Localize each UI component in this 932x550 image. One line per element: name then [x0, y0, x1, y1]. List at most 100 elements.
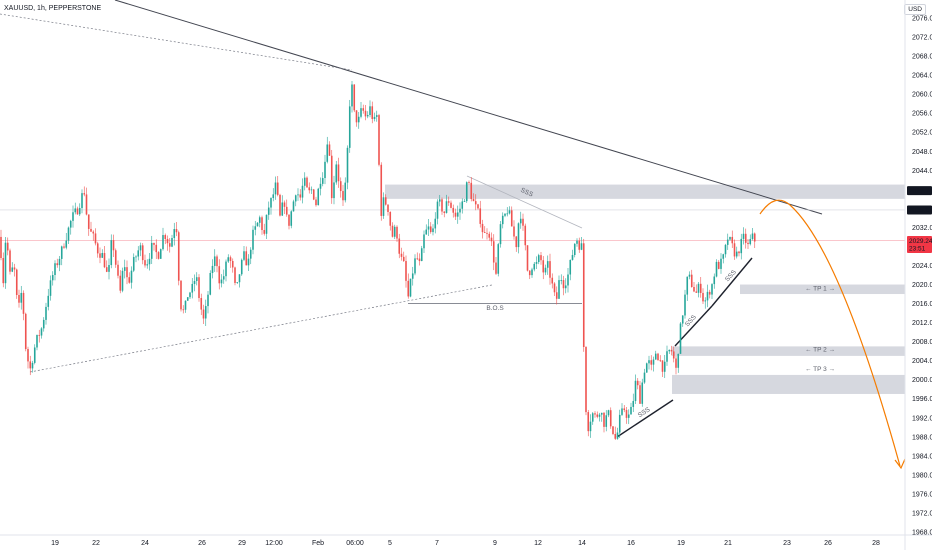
candle-down [470, 182, 473, 200]
candle-down [670, 349, 673, 352]
candle-up [146, 264, 149, 266]
candle-down [450, 202, 452, 208]
candle-up [713, 276, 716, 285]
x-tick-label: 7 [435, 540, 439, 547]
candle-up [351, 84, 353, 107]
projection-arrow [894, 458, 906, 470]
candle-down [693, 286, 695, 292]
candle-down [175, 229, 178, 233]
candle-down [339, 181, 342, 192]
candle-up [42, 319, 45, 329]
x-axis[interactable]: 19 22 24 26 29 12:00 Feb 06:00 5 7 9 12 14 16 19 21 23 26… [0, 534, 932, 547]
y-tick-label: 2000.00 [912, 377, 932, 384]
candle-down [594, 413, 596, 415]
zone-box [672, 346, 905, 356]
candle-down [353, 84, 356, 111]
candle-up [531, 269, 533, 276]
candle-up [297, 194, 299, 196]
candle-down [738, 251, 740, 254]
candle-up [108, 265, 110, 272]
sss-label-2: SSS [684, 313, 698, 328]
candle-down [717, 261, 720, 269]
candle-down [614, 433, 617, 439]
y-tick-label: 2076.00 [912, 16, 932, 23]
candle-down [141, 245, 144, 261]
candle-down [234, 267, 236, 283]
candle-up [621, 408, 623, 415]
candle-down [418, 258, 421, 262]
candle-down [639, 385, 641, 404]
candle-down [479, 208, 482, 224]
candle-down [702, 292, 704, 302]
candle-up [630, 406, 632, 415]
candle-up [81, 193, 83, 209]
candle-up [724, 244, 727, 255]
candle-up [591, 413, 594, 422]
y-tick-label: 1988.00 [912, 434, 932, 441]
candle-down [443, 211, 446, 213]
candle-up [425, 229, 428, 235]
candle-down [513, 226, 515, 237]
candle-down [18, 294, 20, 303]
candle-down [153, 242, 155, 245]
candle-up [456, 212, 459, 217]
candle-up [618, 414, 621, 433]
candle-down [416, 258, 419, 260]
candle-down [402, 256, 405, 262]
x-tick-label: Feb [312, 540, 324, 547]
candle-up [274, 182, 277, 195]
candle-up [438, 199, 441, 202]
candle-up [270, 198, 272, 208]
candle-up [501, 215, 504, 225]
candle-up [677, 353, 680, 368]
candle-up [445, 201, 448, 213]
candle-down [29, 361, 32, 369]
candle-up [335, 164, 338, 183]
y-axis[interactable]: 1968.00 1972.00 1976.00 1980.00 1984.00 1988.… [904, 0, 932, 550]
candle-up [571, 255, 574, 260]
candle-up [225, 261, 227, 277]
candle-down [22, 292, 25, 314]
candle-up [722, 254, 725, 259]
candle-down [481, 223, 484, 233]
candle-up [632, 400, 635, 407]
zone-box [672, 374, 905, 394]
candle-down [92, 231, 95, 234]
y-tick-label: 1972.00 [912, 510, 932, 517]
candle-down [27, 349, 29, 362]
candle-up [564, 285, 567, 289]
x-tick-label: 16 [627, 540, 635, 547]
candle-up [598, 414, 601, 417]
candle-up [252, 229, 254, 250]
x-tick-label: 19 [51, 540, 59, 547]
price-tag-bg [907, 236, 932, 254]
candle-down [495, 262, 497, 274]
candle-up [668, 349, 671, 352]
candle-up [432, 228, 434, 233]
candle-down [472, 199, 475, 202]
candle-down [288, 214, 290, 226]
candle-down [306, 177, 308, 188]
x-tick-label: 23 [783, 540, 791, 547]
candle-up [517, 223, 520, 248]
tp2-label: ← TP 2 → [805, 347, 835, 354]
candle-down [155, 244, 158, 253]
candle-up [569, 259, 572, 275]
candle-down [198, 277, 200, 299]
candle-down [522, 218, 524, 226]
candle-down [166, 238, 169, 244]
candle-up [666, 351, 668, 362]
candle-up [58, 258, 61, 266]
candle-down [342, 191, 344, 201]
x-tick-label: 28 [872, 540, 880, 547]
price-tag-label: 2039.74 [909, 188, 932, 195]
candle-down [526, 245, 529, 271]
y-tick-label: 2056.00 [912, 111, 932, 118]
candle-up [686, 276, 689, 295]
candle-down [112, 240, 115, 251]
candle-up [508, 210, 511, 214]
candle-up [427, 226, 430, 230]
candle-down [261, 217, 263, 231]
candle-down [245, 251, 248, 266]
